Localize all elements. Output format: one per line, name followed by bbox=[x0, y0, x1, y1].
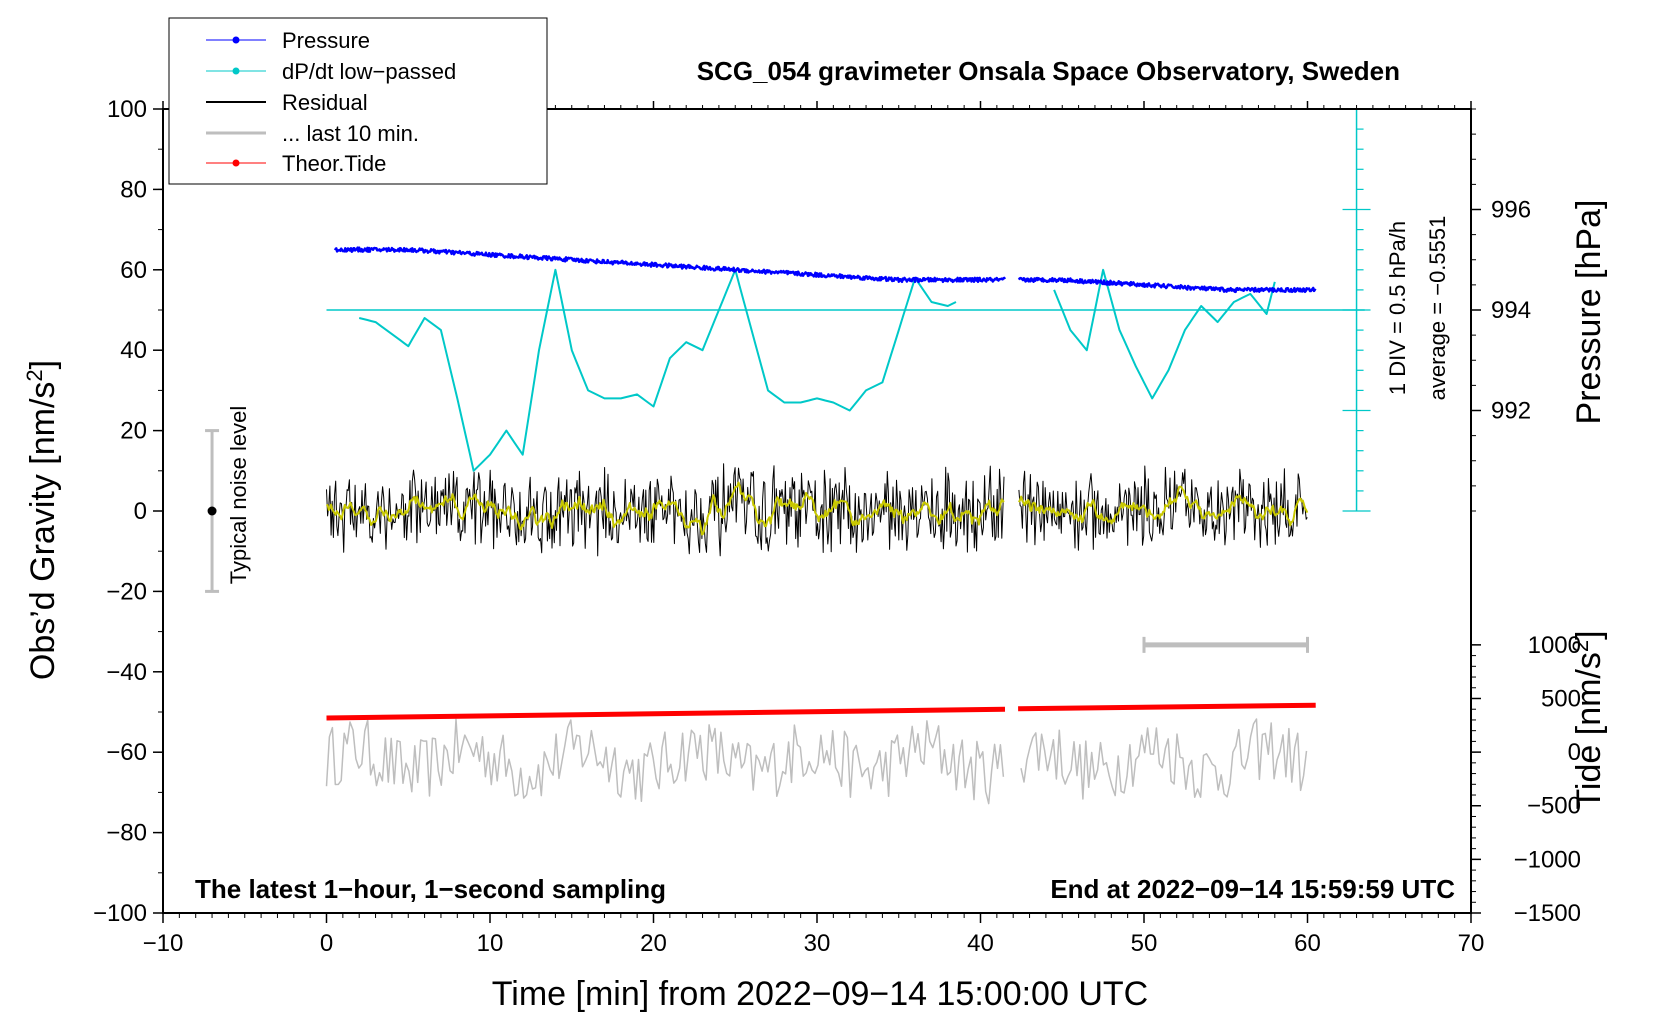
y-tick-label: 0 bbox=[134, 498, 147, 525]
y-tick-label: 80 bbox=[120, 176, 147, 203]
y-label-left-end: ] bbox=[24, 360, 62, 369]
tide-tick-label: −1000 bbox=[1514, 846, 1581, 873]
tide-tick-label: −1500 bbox=[1514, 900, 1581, 927]
noise-label: Typical noise level bbox=[226, 406, 251, 585]
x-tick-label: 0 bbox=[320, 930, 333, 957]
legend: Pressure dP/dt low−passed Residual ... l… bbox=[168, 17, 548, 185]
tide-tick-label: −500 bbox=[1527, 793, 1581, 820]
tide-tick-label: 0 bbox=[1568, 739, 1581, 766]
annotation-left-bottom: The latest 1−hour, 1−second sampling bbox=[195, 874, 666, 904]
pressure-tick-label: 994 bbox=[1491, 297, 1531, 324]
y-label-tide-end: ] bbox=[1570, 630, 1608, 639]
y-tick-label: 40 bbox=[120, 337, 147, 364]
series-residual-smoothed-line bbox=[325, 481, 1005, 536]
tide-tick-label: 500 bbox=[1541, 685, 1581, 712]
noise-bar-center bbox=[207, 506, 217, 516]
chart-title: SCG_054 gravimeter Onsala Space Observat… bbox=[697, 56, 1400, 86]
y-label-left-main: Obs’d Gravity [nm/s bbox=[24, 382, 62, 681]
legend-dpdt-label: dP/dt low−passed bbox=[282, 59, 456, 84]
pressure-tick-label: 996 bbox=[1491, 197, 1531, 224]
legend-tide-label: Theor.Tide bbox=[282, 151, 386, 176]
series-tide-line bbox=[1018, 702, 1316, 712]
series-pressure-line bbox=[333, 246, 1007, 284]
x-tick-label: 40 bbox=[967, 930, 994, 957]
series-tide-line bbox=[326, 706, 1006, 721]
x-axis-label: Time [min] from 2022−09−14 15:00:00 UTC bbox=[492, 975, 1148, 1013]
series-dpdt-line bbox=[358, 268, 957, 472]
legend-dpdt-marker bbox=[232, 67, 240, 75]
y-axis-label-left: Obs’d Gravity [nm/s2] bbox=[22, 360, 62, 680]
x-tick-label: 50 bbox=[1131, 930, 1158, 957]
y-label-tide-main: Tide [nm/s bbox=[1570, 652, 1608, 809]
legend-tide-marker bbox=[232, 159, 240, 167]
y-axis-label-pressure: Pressure [hPa] bbox=[1570, 200, 1608, 425]
x-tick-label: 60 bbox=[1294, 930, 1321, 957]
y-label-tide-sup: 2 bbox=[1568, 640, 1593, 652]
average-label: average = −0.5551 bbox=[1425, 216, 1450, 401]
series-last10-line bbox=[325, 718, 1005, 805]
div-scale-label: 1 DIV = 0.5 hPa/h bbox=[1385, 221, 1410, 395]
legend-pressure-label: Pressure bbox=[282, 28, 370, 53]
y-tick-label: −40 bbox=[106, 659, 147, 686]
x-tick-label: 20 bbox=[640, 930, 667, 957]
y-tick-label: −60 bbox=[106, 739, 147, 766]
y-label-left-sup: 2 bbox=[22, 369, 47, 381]
y-tick-label: −20 bbox=[106, 578, 147, 605]
x-tick-label: 10 bbox=[477, 930, 504, 957]
legend-residual-label: Residual bbox=[282, 90, 368, 115]
series-pressure-line bbox=[1017, 276, 1317, 294]
pressure-tick-label: 992 bbox=[1491, 398, 1531, 425]
x-tick-label: 70 bbox=[1458, 930, 1485, 957]
legend-last10-label: ... last 10 min. bbox=[282, 121, 419, 146]
series-residual-smoothed-line bbox=[1018, 485, 1309, 527]
data-layer bbox=[205, 108, 1371, 805]
series-last10-line bbox=[1020, 718, 1308, 800]
y-tick-label: 100 bbox=[107, 96, 147, 123]
y-axis-label-tide: Tide [nm/s2] bbox=[1568, 630, 1608, 809]
y-tick-label: 60 bbox=[120, 257, 147, 284]
legend-pressure-marker bbox=[232, 36, 240, 44]
y-tick-label: −100 bbox=[93, 900, 147, 927]
tide-tick-label: 1000 bbox=[1528, 632, 1581, 659]
annotation-right-bottom: End at 2022−09−14 15:59:59 UTC bbox=[1050, 874, 1455, 904]
x-tick-label: 30 bbox=[804, 930, 831, 957]
y-tick-label: 20 bbox=[120, 418, 147, 445]
x-tick-label: −10 bbox=[143, 930, 184, 957]
y-tick-label: −80 bbox=[106, 820, 147, 847]
series-dpdt-line bbox=[1053, 268, 1276, 400]
